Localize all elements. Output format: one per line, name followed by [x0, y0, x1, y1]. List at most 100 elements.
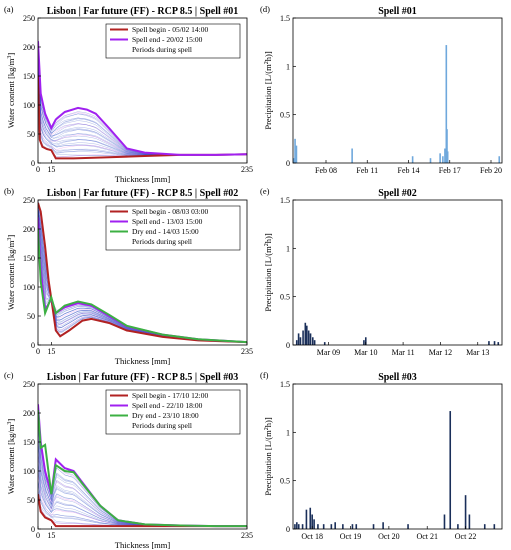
panel-title-3: Spell #02	[378, 188, 417, 199]
y-tick-label-4-2: 100	[23, 467, 35, 476]
water-ylabel-0: Water content [kg/m3]	[6, 53, 16, 129]
precipitation-panel-1: 0 0.5 1 1.5 Feb 08 Feb 11 Feb 14 Feb 17 Feb 20 Sp…	[260, 4, 503, 175]
precip-bar-3-13	[488, 341, 490, 345]
period-profile-0-32	[38, 47, 247, 156]
period-profile-4-22	[38, 438, 247, 527]
legend-box-0	[105, 23, 241, 59]
precip-bar-5-16	[382, 522, 384, 529]
plot-area-2	[38, 200, 247, 344]
period-profile-4-11	[38, 466, 247, 527]
y-tick-label-2-5: 250	[23, 196, 35, 205]
precip-bar-3-1	[297, 333, 300, 345]
plot-area-4	[38, 403, 247, 528]
y-tick-label-1-0: 0	[286, 159, 290, 168]
period-profile-0-33	[38, 44, 247, 156]
panel-label-0: (a)	[4, 4, 14, 14]
precip-bar-1-4	[411, 156, 414, 163]
x-tick-label-2-2: 235	[241, 347, 253, 356]
precip-bar-5-1	[296, 522, 298, 529]
x-tick-label-5-4: Oct 22	[455, 532, 477, 541]
period-profile-0-23	[38, 49, 247, 156]
precip-bar-5-0	[294, 524, 296, 529]
y-tick-label-5-0: 0	[286, 525, 290, 534]
y-tick-label-1-1: 0.5	[280, 111, 290, 120]
x-tick-label-0-1: 15	[47, 165, 55, 174]
water-content-panel-4: 0 50 100 150 200 250 0 15 235 Lisbon | Far future…	[4, 370, 253, 550]
period-profile-4-4	[38, 482, 247, 527]
precip-bar-5-5	[309, 507, 312, 529]
y-tick-label-3-2: 1	[286, 244, 290, 253]
precip-bar-3-2	[299, 337, 302, 345]
y-tick-label-3-1: 0.5	[280, 293, 290, 302]
panel-title-4: Lisbon | Far future (FF) - RCP 8.5 | Spe…	[47, 372, 239, 383]
precip-bar-5-4	[305, 509, 308, 529]
x-tick-label-1-1: Feb 11	[356, 166, 378, 175]
axes-frame-2	[37, 199, 248, 346]
x-axis-label-0: Thickness [mm]	[115, 174, 171, 184]
panel-label-2: (b)	[4, 186, 14, 196]
y-tick-label-2-0: 0	[31, 341, 35, 350]
precip-bar-5-18	[443, 514, 446, 529]
panel-label-1: (d)	[260, 4, 270, 14]
precip-bar-3-14	[493, 341, 496, 345]
precip-bar-5-2	[297, 524, 300, 529]
x-tick-label-5-3: Oct 21	[416, 532, 438, 541]
axes-frame-3	[292, 199, 503, 346]
y-tick-label-3-3: 1.5	[280, 196, 290, 205]
precip-bar-5-10	[330, 524, 333, 529]
period-profile-4-2	[38, 489, 247, 527]
x-tick-label-0-0: 0	[36, 165, 40, 174]
period-profile-4-7	[38, 478, 247, 527]
y-tick-label-5-3: 1.5	[280, 380, 290, 389]
series-line-0-0	[38, 75, 247, 160]
precip-bar-3-11	[363, 340, 365, 345]
precip-bar-1-12	[498, 156, 501, 163]
x-tick-label-0-2: 235	[241, 165, 253, 174]
y-tick-label-0-4: 200	[23, 43, 35, 52]
period-profile-0-16	[38, 56, 247, 156]
precip-bar-1-7	[442, 156, 444, 163]
period-profile-4-17	[38, 452, 247, 527]
precipitation-panel-5: 0 0.5 1 1.5 Oct 18 Oct 19 Oct 20 Oct 21 Oct 22 Sp…	[260, 370, 503, 541]
precip-bar-5-9	[322, 524, 325, 529]
legend-entry-periods-0: Periods during spell	[132, 45, 192, 54]
precip-bar-3-10	[323, 342, 326, 345]
precip-bar-5-11	[334, 522, 336, 529]
period-profile-0-6	[38, 72, 247, 156]
legend-box-4	[105, 389, 241, 435]
precip-bar-5-20	[457, 524, 459, 529]
series-line-4-2	[38, 410, 247, 528]
precip-ylabel-3: Precipitation [L/(m2h)]	[263, 233, 273, 311]
period-profile-0-28	[38, 49, 247, 156]
precip-bar-5-13	[351, 524, 354, 529]
y-tick-label-3-0: 0	[286, 341, 290, 350]
panel-title-1: Spell #01	[378, 6, 417, 17]
precip-ylabel-1: Precipitation [L/(m2h)]	[263, 51, 273, 129]
x-tick-label-3-0: Mar 09	[317, 348, 340, 357]
y-tick-label-4-3: 150	[23, 438, 35, 447]
series-line-4-0	[38, 494, 247, 528]
precip-bar-5-21	[464, 495, 467, 529]
precip-bar-3-5	[306, 325, 308, 345]
period-profile-0-30	[38, 43, 247, 156]
period-profile-0-29	[38, 49, 247, 156]
y-tick-label-5-2: 1	[286, 428, 290, 437]
y-tick-label-2-3: 150	[23, 254, 35, 263]
legend-entry-2-0: Spell begin - 08/03 03:00	[132, 207, 208, 216]
precip-bar-5-7	[313, 519, 315, 529]
series-line-2-0	[38, 202, 247, 344]
period-profile-4-15	[38, 454, 247, 527]
x-tick-label-5-1: Oct 19	[340, 532, 362, 541]
legend-entry-4-2: Dry end - 23/10 18:00	[132, 411, 199, 420]
precip-bar-5-17	[407, 524, 409, 529]
period-profile-4-5	[38, 478, 247, 527]
water-ylabel-2: Water content [kg/m3]	[6, 235, 16, 311]
period-profile-0-5	[38, 68, 247, 156]
legend-entry-2-2: Dry end - 14/03 15:00	[132, 227, 199, 236]
x-tick-label-4-1: 15	[47, 531, 55, 540]
precip-bar-5-24	[493, 524, 496, 529]
precip-bar-3-9	[313, 340, 316, 345]
precip-bar-1-5	[429, 158, 432, 163]
y-tick-label-0-0: 0	[31, 159, 35, 168]
